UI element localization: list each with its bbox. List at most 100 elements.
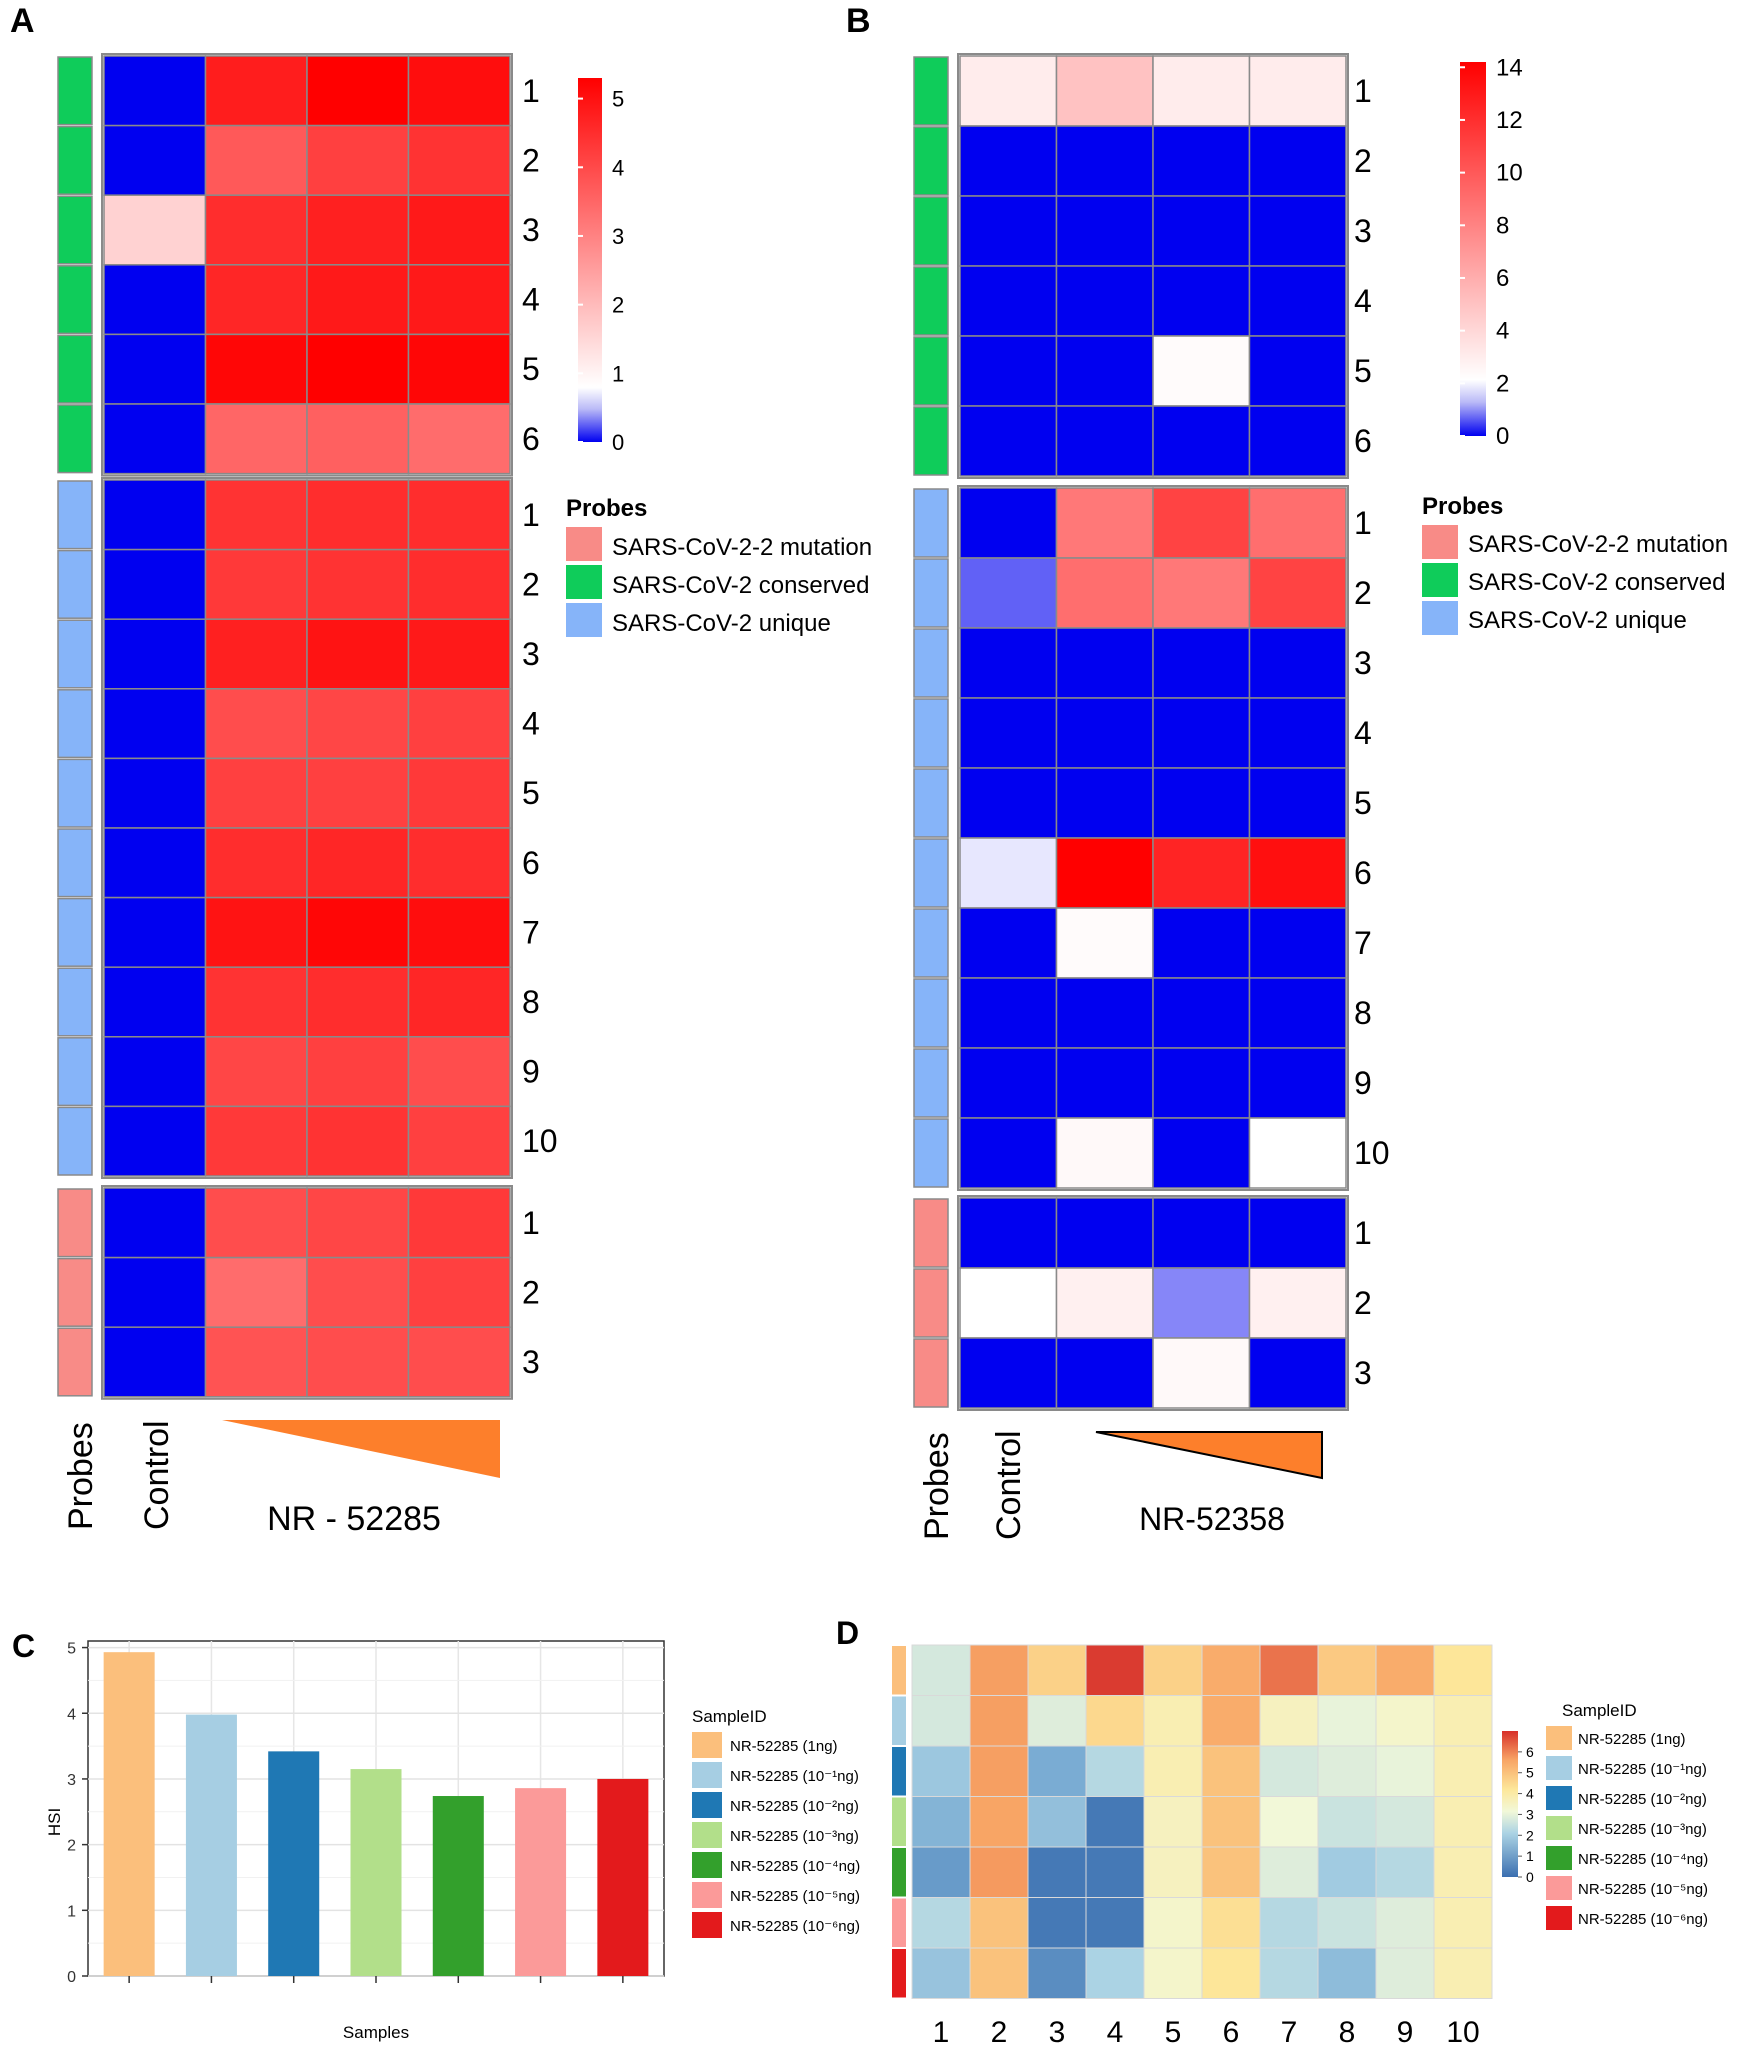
probe-group-cell [913, 266, 949, 336]
heatmap-cell [1201, 1947, 1261, 1999]
heatmap-cell [1433, 1846, 1493, 1898]
heatmap-cell [959, 487, 1058, 559]
heatmap-cell [407, 827, 511, 899]
heatmap-cell [1317, 1846, 1377, 1898]
bar [350, 1769, 402, 1976]
heatmap-cell [911, 1745, 971, 1797]
heatmap-cell [204, 1187, 308, 1259]
probe-row-label: 5 [1354, 785, 1372, 821]
heatmap-group-frame [957, 485, 1349, 1191]
legend-swatch [692, 1912, 722, 1938]
column-label: 2 [991, 2016, 1008, 2049]
heatmap-group-frame [957, 53, 1349, 479]
heatmap-cell [1055, 55, 1154, 127]
legend-label: NR-52285 (10⁻²ng) [730, 1798, 859, 1815]
heatmap-cell [306, 1256, 410, 1328]
heatmap-cell [1375, 1846, 1435, 1898]
heatmap-cell [959, 1117, 1058, 1189]
y-tick-label: 2 [67, 1838, 76, 1855]
probe-group-cell [913, 628, 949, 698]
probe-group-cell [913, 406, 949, 476]
heatmap-cell [1085, 1644, 1145, 1696]
sample-strip-cell [892, 1848, 906, 1897]
panel-b-heatmap [957, 53, 1349, 1411]
colorbar-tick-label: 6 [1496, 265, 1509, 292]
panel-b-concentration-wedge [1095, 1431, 1323, 1480]
panel-d-legend: SampleID NR-52285 (1ng) NR-52285 (10⁻¹ng)… [1546, 1701, 1708, 1930]
panel-c-legend: SampleID NR-52285 (1ng) NR-52285 (10⁻¹ng)… [692, 1707, 860, 1938]
panel-a-sample-label: NR - 52285 [267, 1500, 441, 1538]
heatmap-cell [1055, 1047, 1154, 1119]
probe-group-cell [57, 828, 93, 898]
probe-row-label: 2 [522, 1274, 540, 1310]
heatmap-cell [969, 1745, 1029, 1797]
heatmap-cell [1055, 977, 1154, 1049]
probe-row-label: 9 [1354, 1065, 1372, 1101]
probe-group-cell [913, 1198, 949, 1268]
colorbar-tick-label: 5 [1526, 1765, 1534, 1781]
heatmap-cell [306, 896, 410, 968]
probe-group-cell [57, 125, 93, 195]
heatmap-cell [959, 977, 1058, 1049]
heatmap-cell [407, 264, 511, 336]
heatmap-cell [1152, 767, 1251, 839]
heatmap-cell [306, 403, 410, 475]
panel-d-column-labels: 1 2 3 4 5 6 7 8 9 10 [933, 2016, 1480, 2049]
legend-label: NR-52285 (10⁻¹ng) [730, 1768, 859, 1785]
heatmap-cell [1248, 487, 1347, 559]
heatmap-cell [1433, 1695, 1493, 1747]
probe-group-cell [913, 56, 949, 126]
y-tick-label: 4 [67, 1706, 76, 1723]
sample-strip-cell [892, 1949, 906, 1998]
legend-swatch [1546, 1816, 1572, 1840]
heatmap-cell [1055, 1337, 1154, 1409]
colorbar-tick-label: 3 [1526, 1806, 1534, 1822]
heatmap-cell [1152, 335, 1251, 407]
heatmap-cell [1055, 125, 1154, 197]
heatmap-cell [969, 1796, 1029, 1848]
panel-c-y-axis-label: HSI [45, 1808, 64, 1836]
heatmap-group-frame [101, 1185, 513, 1400]
heatmap-cell [959, 627, 1058, 699]
panel-c-legend-title: SampleID [692, 1707, 767, 1726]
heatmap-cell [1152, 837, 1251, 909]
heatmap-cell [306, 1187, 410, 1259]
bar [515, 1788, 567, 1976]
heatmap-cell [407, 55, 511, 127]
heatmap-cell [1143, 1644, 1203, 1696]
probe-row-label: 4 [522, 706, 540, 742]
probe-row-label: 10 [1354, 1135, 1390, 1171]
heatmap-cell [103, 688, 207, 760]
heatmap-cell [103, 548, 207, 620]
panel-a-axis-probes: Probes [62, 1422, 100, 1530]
probe-row-label: 2 [1354, 1285, 1372, 1321]
heatmap-cell [407, 896, 511, 968]
heatmap-cell [1317, 1796, 1377, 1848]
probe-row-label: 5 [522, 775, 540, 811]
legend-label: NR-52285 (10⁻⁵ng) [730, 1888, 860, 1905]
heatmap-cell [1248, 195, 1347, 267]
heatmap-cell [204, 1326, 308, 1398]
colorbar-tick-label: 4 [1526, 1786, 1534, 1802]
panel-b-legend-title: Probes [1422, 493, 1503, 520]
probe-group-cell [57, 265, 93, 335]
probe-row-label: 1 [522, 1205, 540, 1241]
heatmap-cell [1152, 487, 1251, 559]
probe-row-label: 2 [522, 142, 540, 178]
legend-label: NR-52285 (10⁻⁶ng) [730, 1918, 860, 1935]
column-label: 1 [933, 2016, 950, 2049]
probe-row-label: 8 [522, 984, 540, 1020]
panel-b-probe-strip [913, 56, 949, 1408]
heatmap-cell [1259, 1846, 1319, 1898]
heatmap-cell [204, 1036, 308, 1108]
heatmap-cell [204, 1256, 308, 1328]
panel-d-heatmap [911, 1644, 1493, 1999]
probe-group-cell [57, 1106, 93, 1176]
panel-a-heatmap [101, 53, 513, 1400]
heatmap-cell [103, 1326, 207, 1398]
heatmap-cell [1055, 1267, 1154, 1339]
probe-row-label: 6 [522, 845, 540, 881]
panel-b-legend-item-unique: SARS-CoV-2 unique [1468, 607, 1687, 634]
heatmap-cell [1152, 557, 1251, 629]
